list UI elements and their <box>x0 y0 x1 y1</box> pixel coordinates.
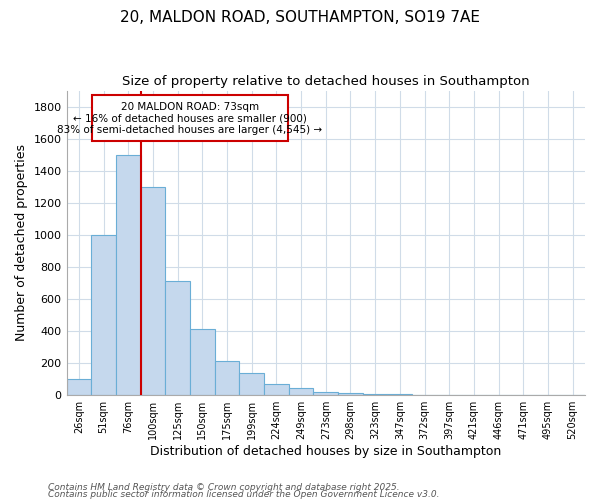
Bar <box>289 388 313 394</box>
Text: Contains HM Land Registry data © Crown copyright and database right 2025.: Contains HM Land Registry data © Crown c… <box>48 484 400 492</box>
Title: Size of property relative to detached houses in Southampton: Size of property relative to detached ho… <box>122 75 530 88</box>
Bar <box>239 373 264 394</box>
X-axis label: Distribution of detached houses by size in Southampton: Distribution of detached houses by size … <box>150 444 502 458</box>
Bar <box>165 281 190 394</box>
Bar <box>92 96 287 141</box>
Bar <box>313 392 338 394</box>
Text: Contains public sector information licensed under the Open Government Licence v3: Contains public sector information licen… <box>48 490 439 499</box>
Bar <box>190 329 215 394</box>
Text: 20, MALDON ROAD, SOUTHAMPTON, SO19 7AE: 20, MALDON ROAD, SOUTHAMPTON, SO19 7AE <box>120 10 480 25</box>
Bar <box>67 378 91 394</box>
Y-axis label: Number of detached properties: Number of detached properties <box>15 144 28 341</box>
Text: 20 MALDON ROAD: 73sqm
← 16% of detached houses are smaller (900)
83% of semi-det: 20 MALDON ROAD: 73sqm ← 16% of detached … <box>58 102 323 135</box>
Bar <box>338 393 363 394</box>
Bar <box>91 234 116 394</box>
Bar <box>264 384 289 394</box>
Bar <box>116 154 140 394</box>
Bar <box>215 361 239 394</box>
Bar <box>140 186 165 394</box>
